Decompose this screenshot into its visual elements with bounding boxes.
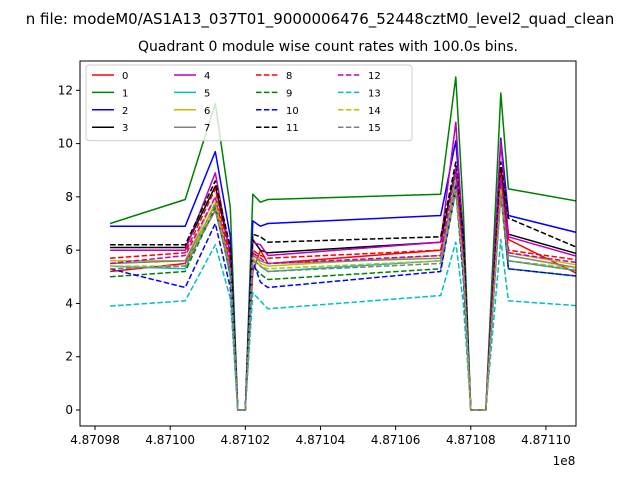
x-tick-label: 4.87100 [145, 433, 195, 447]
legend-box [85, 64, 413, 142]
x-tick-label: 4.87108 [446, 433, 496, 447]
legend-label-9: 9 [286, 88, 292, 99]
legend-label-4: 4 [204, 71, 210, 82]
x-tick-label: 4.87102 [221, 433, 271, 447]
legend-label-7: 7 [204, 123, 210, 134]
legend-label-15: 15 [368, 123, 381, 134]
legend-label-8: 8 [286, 71, 292, 82]
series-line-9 [110, 190, 576, 411]
chart-title: Quadrant 0 module wise count rates with … [138, 39, 518, 55]
y-tick-label: 0 [65, 403, 73, 417]
series-line-13 [110, 238, 576, 411]
y-tick-label: 4 [65, 296, 73, 310]
y-tick-label: 10 [58, 137, 73, 151]
legend-label-2: 2 [122, 106, 128, 117]
y-tick-label: 6 [65, 243, 73, 257]
legend-label-10: 10 [286, 106, 299, 117]
legend-label-0: 0 [122, 71, 128, 82]
series-line-15 [110, 190, 576, 411]
x-tick-label: 4.87098 [70, 433, 120, 447]
legend-label-14: 14 [368, 106, 381, 117]
x-tick-label: 4.87110 [521, 433, 571, 447]
y-tick-label: 2 [65, 350, 73, 364]
series-line-1 [109, 76, 576, 411]
x-axis-offset-label: 1e8 [553, 454, 576, 468]
y-tick-label: 12 [58, 83, 73, 97]
legend-label-12: 12 [368, 71, 381, 82]
series-line-12 [110, 166, 576, 411]
legend-label-13: 13 [368, 88, 381, 99]
legend-label-3: 3 [122, 123, 128, 134]
x-tick-label: 4.87104 [296, 433, 346, 447]
legend-label-11: 11 [286, 123, 299, 134]
legend-label-6: 6 [204, 106, 210, 117]
figure-suptitle: n file: modeM0/AS1A13_037T01_9000006476_… [26, 10, 615, 29]
y-tick-label: 8 [65, 190, 73, 204]
legend-label-5: 5 [204, 88, 210, 99]
legend-label-1: 1 [122, 88, 128, 99]
plot-area: 4.87098 4.87100 4.87102 4.87104 4.87106 4.871… [58, 60, 577, 447]
x-tick-label: 4.87106 [371, 433, 421, 447]
axes-frame [79, 60, 577, 427]
